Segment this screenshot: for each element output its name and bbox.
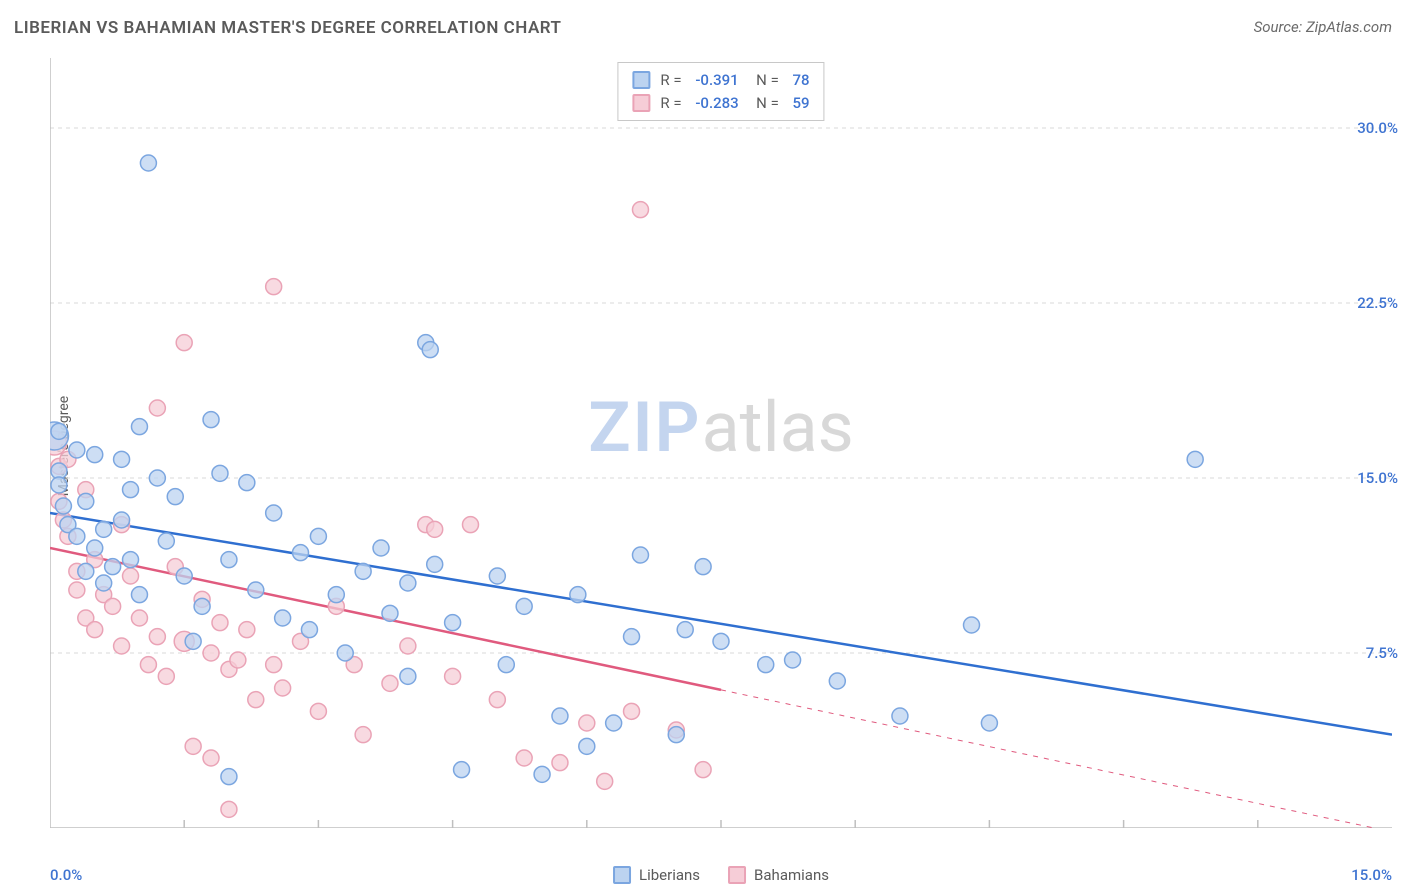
stats-r-label: R = xyxy=(660,69,685,92)
y-tick-label: 15.0% xyxy=(1357,469,1398,487)
series-legend: Liberians Bahamians xyxy=(613,866,829,884)
chart-title: LIBERIAN VS BAHAMIAN MASTER'S DEGREE COR… xyxy=(14,18,562,38)
stats-row: R = -0.391 N = 78 xyxy=(632,69,809,92)
legend-swatch xyxy=(728,866,746,884)
x-axis-max-label: 15.0% xyxy=(1351,866,1392,884)
y-tick-label: 7.5% xyxy=(1366,644,1398,662)
x-axis-min-label: 0.0% xyxy=(50,866,82,884)
legend-item: Bahamians xyxy=(728,866,829,884)
y-tick-label: 30.0% xyxy=(1357,119,1398,137)
stats-legend: R = -0.391 N = 78R = -0.283 N = 59 xyxy=(617,62,824,121)
legend-label: Bahamians xyxy=(754,866,829,884)
y-tick-label: 22.5% xyxy=(1357,294,1398,312)
legend-swatch xyxy=(613,866,631,884)
scatter-plot: ZIPatlas R = -0.391 N = 78R = -0.283 N =… xyxy=(50,58,1392,828)
chart-svg xyxy=(50,58,1392,828)
stats-n-value: 78 xyxy=(793,69,810,92)
stats-r-value: -0.391 xyxy=(695,69,738,92)
stats-r-label: R = xyxy=(660,92,685,115)
legend-label: Liberians xyxy=(639,866,700,884)
legend-item: Liberians xyxy=(613,866,700,884)
stats-n-value: 59 xyxy=(793,92,810,115)
stats-swatch xyxy=(632,94,650,112)
stats-r-value: -0.283 xyxy=(695,92,738,115)
source-label: Source: ZipAtlas.com xyxy=(1254,18,1392,36)
stats-n-label: N = xyxy=(749,92,783,115)
stats-swatch xyxy=(632,71,650,89)
stats-n-label: N = xyxy=(749,69,783,92)
stats-row: R = -0.283 N = 59 xyxy=(632,92,809,115)
